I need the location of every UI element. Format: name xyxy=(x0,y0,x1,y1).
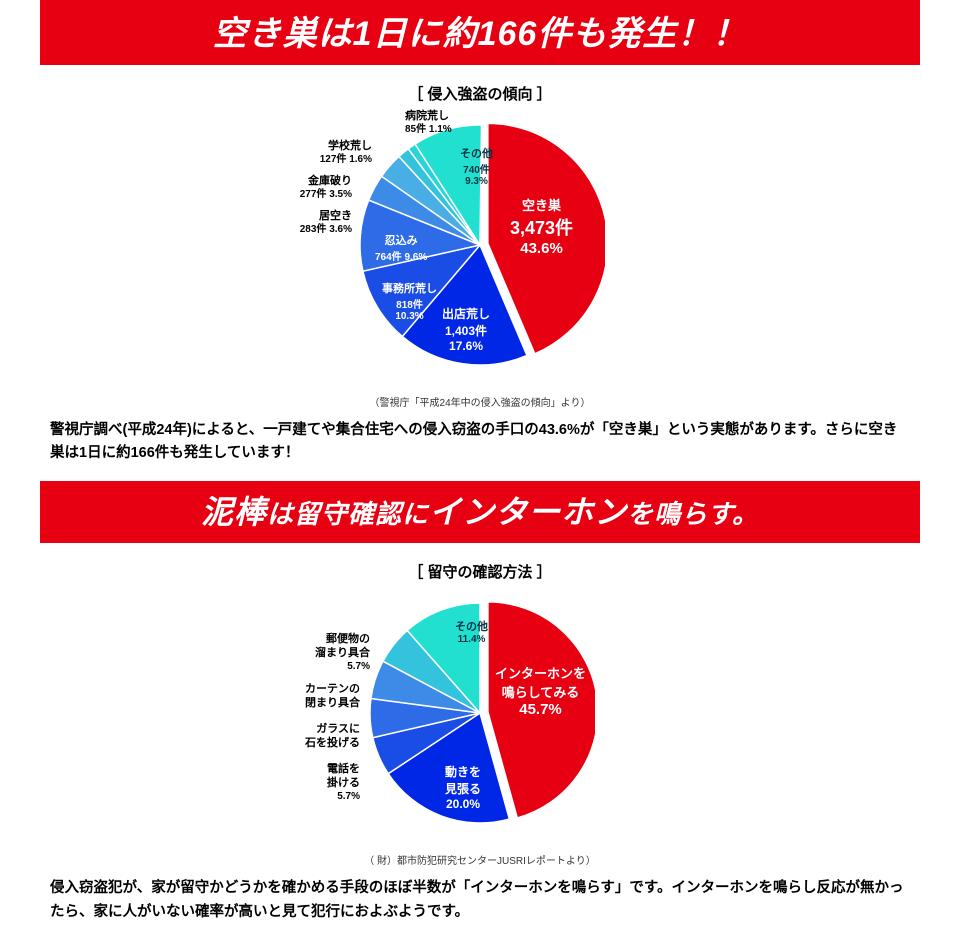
ext-label-7: 学校荒し 127件 1.6% xyxy=(310,140,372,166)
ext2-5: カーテンの閉まり具合 xyxy=(280,683,360,709)
chart2-source: （ 財）都市防犯研究センターJUSRIレポートより） xyxy=(40,852,920,867)
slice2-main: インターホンを 鳴らしてみる 45.7% xyxy=(495,663,586,718)
chart2-title: ［ 留守の確認方法 ］ xyxy=(40,561,920,582)
section2-desc: 侵入窃盗犯が、家が留守かどうかを確かめる手段のほぼ半数が「インターホンを鳴らす」… xyxy=(40,877,920,939)
slice2-other: その他 11.4% xyxy=(455,618,488,645)
ext2-4: ガラスに石を投げる xyxy=(290,723,360,749)
slice-other-label: その他 740件 9.3% xyxy=(460,145,493,187)
banner-1: 空き巣は1日に約166件も発生！！ xyxy=(40,0,920,65)
chart1-source: （警視庁「平成24年中の侵入強盗の傾向」より） xyxy=(40,394,920,409)
ext-label-5: 居空き 283件 3.6% xyxy=(292,210,352,236)
slice2-2: 動きを 見張る 20.0% xyxy=(445,763,481,811)
slice-3-label: 事務所荒し 818件 10.3% xyxy=(382,280,437,322)
slice-main-label: 空き巣 3,473件 43.6% xyxy=(510,195,573,257)
section1-desc: 警視庁調べ(平成24年)によると、一戸建てや集合住宅への侵入窃盗の手口の43.6… xyxy=(40,419,920,481)
banner-2: 泥棒は留守確認にインターホンを鳴らす。 xyxy=(40,481,920,543)
ext-label-8: 病院荒し 85件 1.1% xyxy=(405,110,452,136)
chart2-wrap: インターホンを 鳴らしてみる 45.7% 動きを 見張る 20.0% その他 1… xyxy=(180,588,780,848)
chart1-title: ［ 侵入強盗の傾向 ］ xyxy=(40,83,920,104)
ext-label-6: 金庫破り 277件 3.5% xyxy=(290,175,352,201)
ext2-6: 郵便物の溜まり具合5.7% xyxy=(290,633,370,673)
ext2-3: 電話を掛ける5.7% xyxy=(300,763,360,803)
slice-4-label: 忍込み 764件 9.6% xyxy=(375,232,427,263)
page: 空き巣は1日に約166件も発生！！ ［ 侵入強盗の傾向 ］ 空き巣 3,473件… xyxy=(0,0,960,940)
slice-2-label: 出店荒し 1,403件 17.6% xyxy=(442,305,490,353)
chart1-wrap: 空き巣 3,473件 43.6% 出店荒し 1,403件 17.6% 事務所荒し… xyxy=(180,110,780,390)
